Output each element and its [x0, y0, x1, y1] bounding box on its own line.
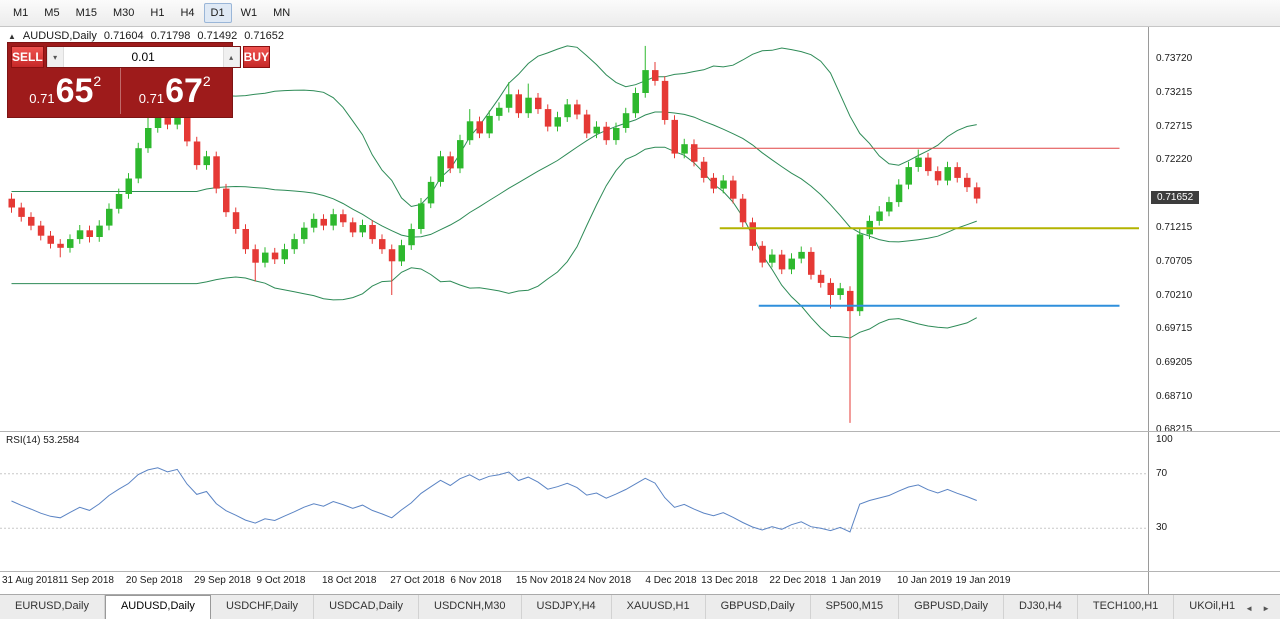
date-axis: 31 Aug 2018 11 Sep 2018 20 Sep 2018 29 Sep …: [0, 573, 1148, 591]
price-axis-label: 0.71215: [1156, 222, 1193, 233]
volume-decrease-icon[interactable]: ▾: [46, 47, 64, 67]
tabs-scroll-controls: ◄ ►: [1235, 595, 1280, 619]
price-axis-label: 0.68710: [1156, 391, 1193, 402]
date-axis-label: 22 Dec 2018: [769, 575, 827, 586]
tab-usdcnh-m30[interactable]: USDCNH,M30: [419, 595, 522, 619]
panel-divider[interactable]: [0, 431, 1280, 432]
price-axis-label: 0.68215: [1156, 424, 1193, 435]
price-axis-label: 0.69205: [1156, 357, 1193, 368]
volume-spinner: ▾ ▴: [45, 46, 241, 68]
buy-button[interactable]: BUY: [242, 46, 271, 68]
date-axis-label: 27 Oct 2018: [390, 575, 445, 586]
ohlc-high: 0.71798: [150, 30, 191, 42]
tab-usdcad-daily[interactable]: USDCAD,Daily: [314, 595, 420, 619]
date-axis-label: 13 Dec 2018: [701, 575, 758, 586]
date-axis-label: 4 Dec 2018: [645, 575, 697, 586]
timeframe-button-m15[interactable]: M15: [75, 7, 97, 19]
ask-price[interactable]: 0.71 67 2: [119, 68, 230, 114]
ask-big-digits: 67: [165, 72, 203, 110]
price-axis-label: 0.72220: [1156, 154, 1193, 165]
date-axis-divider: [0, 571, 1280, 572]
tab-eurusd-daily[interactable]: EURUSD,Daily: [0, 595, 105, 619]
tab-sp500-m15[interactable]: SP500,M15: [811, 595, 900, 619]
ask-prefix: 0.71: [138, 91, 165, 106]
date-axis-label: 9 Oct 2018: [256, 575, 306, 586]
price-axis: 0.71652 0.73720 0.73215 0.72715 0.72220 0.71…: [1148, 27, 1280, 594]
date-axis-label: 1 Jan 2019: [831, 575, 882, 586]
volume-input[interactable]: [63, 47, 223, 67]
tab-audusd-daily[interactable]: AUDUSD,Daily: [104, 595, 211, 619]
price-chart-canvas[interactable]: [0, 27, 1148, 571]
ohlc-low: 0.71492: [197, 30, 238, 42]
chart-symbol-title: AUDUSD,Daily: [22, 30, 97, 42]
timeframe-button-m30[interactable]: M30: [112, 7, 135, 19]
one-click-trading-panel: SELL ▾ ▴ BUY 0.71 65 2 0.71 67 2: [8, 43, 271, 117]
timeframe-button-m5[interactable]: M5: [44, 7, 60, 19]
chart-area[interactable]: ▲ AUDUSD,Daily 0.71604 0.71798 0.71492 0…: [0, 27, 1280, 594]
ask-pipette: 2: [202, 73, 211, 89]
chart-tabs: EURUSD,Daily AUDUSD,Daily USDCHF,Daily USDC…: [0, 595, 1235, 619]
date-axis-label: 18 Oct 2018: [322, 575, 377, 586]
tab-gbpusd-daily[interactable]: GBPUSD,Daily: [899, 595, 1005, 619]
current-price-badge: 0.71652: [1151, 191, 1200, 204]
tab-usdjpy-h4[interactable]: USDJPY,H4: [522, 595, 612, 619]
timeframe-button-w1[interactable]: W1: [240, 7, 258, 19]
bid-price[interactable]: 0.71 65 2: [11, 68, 120, 114]
bid-prefix: 0.71: [29, 91, 55, 106]
price-axis-label: 0.73215: [1156, 87, 1193, 98]
chart-tabbar: EURUSD,Daily AUDUSD,Daily USDCHF,Daily USDC…: [0, 594, 1280, 619]
tab-gbpusd-daily[interactable]: GBPUSD,Daily: [706, 595, 811, 619]
price-axis-label: 0.73720: [1156, 53, 1193, 64]
bid-pipette: 2: [93, 73, 102, 89]
ohlc-open: 0.71604: [103, 30, 144, 42]
tab-dj30-h4[interactable]: DJ30,H4: [1004, 595, 1078, 619]
tab-usdchf-daily[interactable]: USDCHF,Daily: [211, 595, 315, 619]
price-axis-label: 0.70210: [1156, 290, 1193, 301]
ohlc-close: 0.71652: [244, 30, 284, 42]
date-axis-label: 20 Sep 2018: [125, 575, 183, 586]
tab-tech100-h1[interactable]: TECH100,H1: [1078, 595, 1175, 619]
timeframe-button-h4[interactable]: H4: [180, 7, 195, 19]
timeframe-button-d1[interactable]: D1: [203, 3, 232, 23]
timeframe-button-mn[interactable]: MN: [273, 7, 291, 19]
date-axis-label: 15 Nov 2018: [515, 575, 573, 586]
date-axis-label: 31 Aug 2018: [2, 575, 59, 586]
date-axis-label: 11 Sep 2018: [58, 575, 114, 586]
timeframe-button-m1[interactable]: M1: [13, 7, 29, 19]
tab-ukoil-h1[interactable]: UKOil,H1: [1174, 595, 1235, 619]
price-axis-label: 0.69715: [1156, 323, 1193, 334]
tabs-scroll-right-icon[interactable]: ►: [1262, 603, 1270, 613]
sell-button[interactable]: SELL: [11, 46, 44, 68]
date-axis-label: 19 Jan 2019: [955, 575, 1011, 586]
date-axis-label: 6 Nov 2018: [450, 575, 502, 586]
rsi-indicator-label: RSI(14) 53.2584: [6, 435, 80, 446]
date-axis-label: 24 Nov 2018: [574, 575, 632, 586]
tabs-scroll-left-icon[interactable]: ◄: [1245, 603, 1254, 613]
date-axis-label: 10 Jan 2019: [896, 575, 953, 586]
price-axis-label: 0.72715: [1156, 121, 1193, 132]
timeframe-button-h1[interactable]: H1: [150, 7, 165, 19]
timeframe-toolbar: M1 M5 M15 M30 H1 H4 D1 W1 MN: [0, 0, 1280, 27]
rsi-level-label: 100: [1156, 434, 1173, 445]
price-axis-label: 0.70705: [1156, 256, 1193, 267]
chart-ohlc-header: ▲ AUDUSD,Daily 0.71604 0.71798 0.71492 0…: [8, 30, 284, 42]
tab-xauusd-h1[interactable]: XAUUSD,H1: [612, 595, 706, 619]
rsi-level-label: 70: [1156, 468, 1168, 479]
collapse-trade-panel-icon[interactable]: ▲: [8, 31, 16, 41]
bid-big-digits: 65: [55, 72, 94, 110]
date-axis-label: 29 Sep 2018: [194, 575, 251, 586]
rsi-level-label: 30: [1156, 522, 1168, 533]
volume-increase-icon[interactable]: ▴: [222, 47, 240, 67]
